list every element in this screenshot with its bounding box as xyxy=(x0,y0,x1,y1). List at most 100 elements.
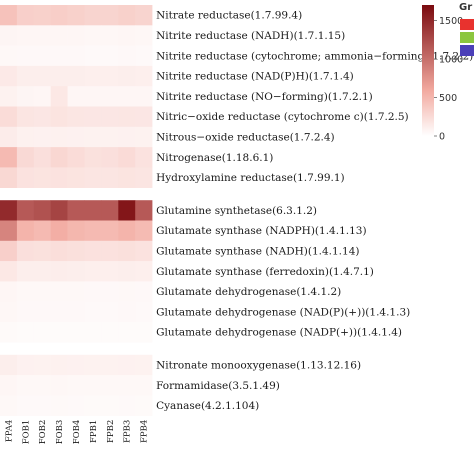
heatmap-cell xyxy=(135,5,153,26)
heatmap-cell xyxy=(118,354,136,376)
heatmap-cell xyxy=(135,25,153,46)
row-label: Glutamine synthetase(6.3.1.2) xyxy=(156,205,317,217)
heatmap-cell xyxy=(84,126,102,148)
heatmap-cell xyxy=(50,126,68,148)
heatmap-cell xyxy=(135,106,153,128)
heatmap-cell xyxy=(84,5,102,26)
heatmap-cell xyxy=(84,322,102,343)
heatmap-cell xyxy=(67,261,85,282)
heatmap-cell xyxy=(16,167,35,188)
heatmap-cell xyxy=(84,375,102,396)
heatmap-cell xyxy=(101,45,119,67)
heatmap-cell xyxy=(50,167,68,188)
heatmap-cell xyxy=(0,240,18,262)
heatmap-cell xyxy=(50,220,68,242)
heatmap-cell xyxy=(101,147,119,168)
heatmap-cell xyxy=(33,395,51,416)
heatmap-cell xyxy=(118,126,136,148)
row-label: Glutamate dehydrogenase (NAD(P)(+))(1.4.… xyxy=(156,306,410,318)
heatmap-cell xyxy=(101,65,119,87)
column-label: FPB1 xyxy=(89,420,99,443)
row-labels: Nitrate reductase(1.7.99.4) Nitrite reduc… xyxy=(156,10,473,412)
heatmap-cell xyxy=(50,301,68,323)
heatmap-cell xyxy=(118,322,136,343)
heatmap-cell xyxy=(84,301,102,323)
heatmap-cell xyxy=(67,65,85,87)
heatmap-cell xyxy=(84,86,102,107)
heatmap-cell xyxy=(84,261,102,282)
heatmap-cell xyxy=(101,106,119,128)
row-label: Nitrite reductase (NAD(P)H)(1.7.1.4) xyxy=(156,71,354,83)
row-label: Nitric−oxide reductase (cytochrome c)(1.… xyxy=(156,111,409,123)
heatmap-cell xyxy=(118,147,136,168)
legend-swatch xyxy=(460,19,474,30)
heatmap-cell xyxy=(135,354,153,376)
heatmap-cell xyxy=(33,5,51,26)
group-legend: Gr xyxy=(459,2,474,56)
heatmap-cell xyxy=(135,375,153,396)
heatmap-cell xyxy=(101,281,119,302)
heatmap-cell xyxy=(84,200,102,221)
heatmap-cell xyxy=(50,261,68,282)
row-label: Glutamate synthase (NADH)(1.4.1.14) xyxy=(156,245,359,257)
heatmap-cell xyxy=(67,220,85,242)
heatmap-cell xyxy=(16,240,35,262)
heatmap-cell xyxy=(84,45,102,67)
heatmap-cell xyxy=(50,240,68,262)
heatmap-cell xyxy=(0,281,18,302)
column-label: FPB2 xyxy=(106,420,116,443)
heatmap-cell xyxy=(101,301,119,323)
heatmap-cell xyxy=(16,45,35,67)
row-label: Hydroxylamine reductase(1.7.99.1) xyxy=(156,172,345,184)
heatmap-cell xyxy=(50,322,68,343)
column-label: FPA4 xyxy=(4,420,14,442)
heatmap-cell xyxy=(67,395,85,416)
heatmap-cell xyxy=(50,395,68,416)
row-label: Nitrite reductase (NO−forming)(1.7.2.1) xyxy=(156,91,373,103)
color-scale-tick-label: 0 xyxy=(439,132,445,143)
heatmap-cell xyxy=(0,301,18,323)
heatmap-cell xyxy=(16,375,35,396)
heatmap-cell xyxy=(33,126,51,148)
heatmap-cell xyxy=(33,167,51,188)
legend-swatch xyxy=(460,45,474,56)
heatmap-cell xyxy=(118,220,136,242)
heatmap-cell xyxy=(16,354,35,376)
heatmap-cell xyxy=(0,375,18,396)
color-scale-gradient xyxy=(422,5,434,136)
heatmap-cell xyxy=(0,395,18,416)
heatmap-cell xyxy=(33,65,51,87)
heatmap-cell xyxy=(135,281,153,302)
heatmap-cell xyxy=(67,25,85,46)
heatmap-cell xyxy=(118,65,136,87)
heatmap-cell xyxy=(50,86,68,107)
heatmap-cell xyxy=(33,301,51,323)
heatmap-cell xyxy=(67,200,85,221)
heatmap-cell xyxy=(16,395,35,416)
heatmap-cell xyxy=(0,126,18,148)
column-label: FOB3 xyxy=(55,420,65,445)
heatmap-cell xyxy=(135,167,153,188)
heatmap-cell xyxy=(84,25,102,46)
heatmap-cell xyxy=(101,86,119,107)
heatmap-cell xyxy=(0,167,18,188)
row-label: Cyanase(4.2.1.104) xyxy=(156,400,259,412)
heatmap-cell xyxy=(84,354,102,376)
column-label: FOB4 xyxy=(72,420,82,445)
heatmap-cell xyxy=(118,167,136,188)
heatmap-cell xyxy=(16,147,35,168)
heatmap-cell xyxy=(33,220,51,242)
column-labels: FPA4 FOB1 FOB2 FOB3 FOB4 FPB1 FPB2 FPB3 FPB4 xyxy=(4,420,149,445)
heatmap-cell xyxy=(33,281,51,302)
heatmap-cell xyxy=(50,354,68,376)
heatmap-cell xyxy=(101,200,119,221)
heatmap-cell xyxy=(33,375,51,396)
heatmap-cell xyxy=(50,375,68,396)
heatmap-cell xyxy=(135,240,153,262)
heatmap-cell xyxy=(0,5,18,26)
heatmap-cell xyxy=(67,86,85,107)
heatmap-cell xyxy=(33,45,51,67)
row-label: Nitronate monooxygenase(1.13.12.16) xyxy=(156,359,361,371)
heatmap-cell xyxy=(67,240,85,262)
